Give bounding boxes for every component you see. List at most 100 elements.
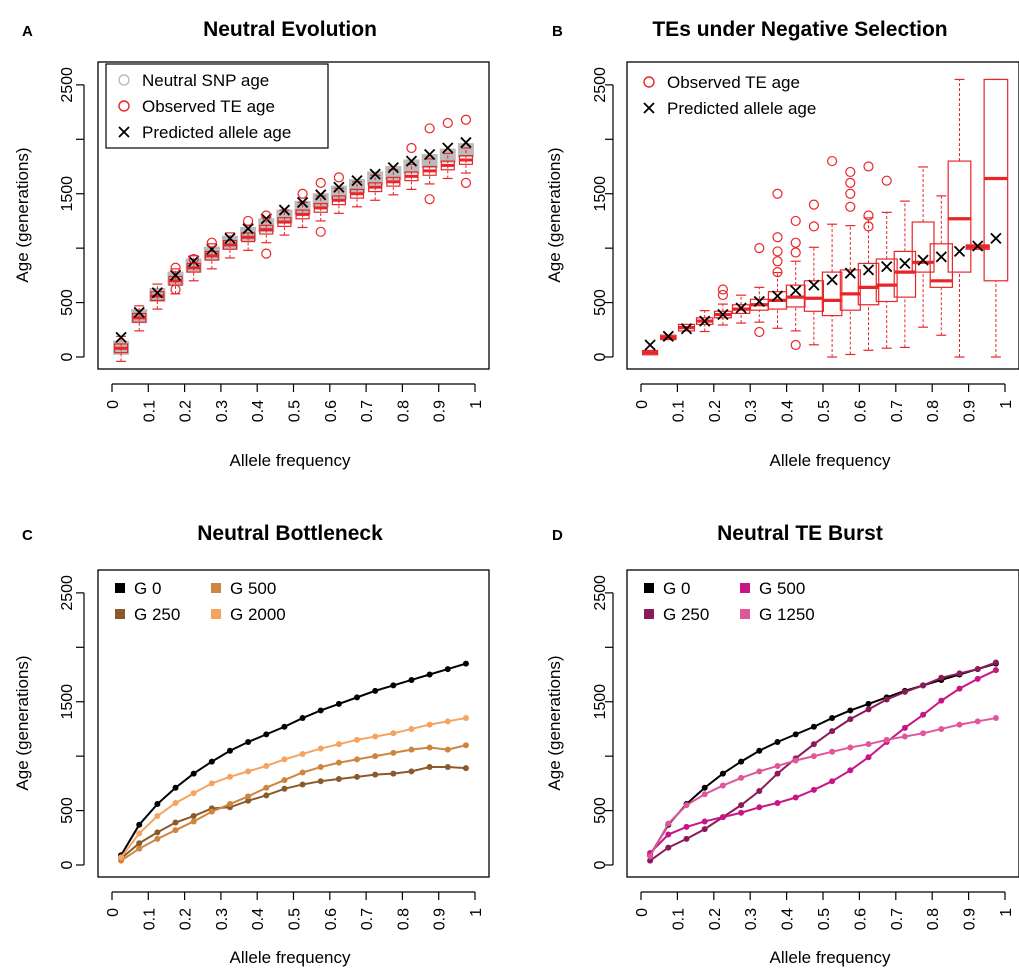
x-axis-label: Allele frequency <box>230 451 351 470</box>
series-point <box>665 844 672 851</box>
te-age-box <box>911 221 935 273</box>
te-outlier <box>754 326 765 338</box>
legend-label: Predicted allele age <box>142 123 291 142</box>
te-age-box <box>983 78 1009 282</box>
series-line <box>649 662 997 856</box>
te-age-box <box>929 243 954 288</box>
series-point <box>245 739 252 746</box>
predicted-age-point <box>935 251 947 263</box>
series-point <box>792 794 799 801</box>
legend-label: G 250 <box>663 605 709 624</box>
series-point <box>281 785 288 792</box>
x-tick-label: 0.9 <box>432 908 449 930</box>
series-point <box>245 793 252 800</box>
series-point <box>136 821 143 828</box>
te-outlier <box>863 210 874 221</box>
x-tick-label: 0.9 <box>962 908 979 930</box>
x-tick-label: 0.5 <box>816 908 833 930</box>
series-point <box>829 728 836 735</box>
series-point <box>829 748 836 755</box>
series-point <box>901 733 908 740</box>
legend-swatch <box>115 609 125 619</box>
series-point <box>154 829 161 836</box>
te-outlier <box>754 243 765 254</box>
te-outlier <box>460 177 472 188</box>
series-point <box>372 771 379 778</box>
panel-label: B <box>552 23 563 40</box>
predicted-age-point <box>351 175 363 187</box>
series-point <box>719 814 726 821</box>
series-point <box>810 723 817 730</box>
series-point <box>226 747 233 754</box>
predicted-age-point <box>990 232 1002 244</box>
series-point <box>390 770 397 777</box>
te-outlier <box>845 166 856 178</box>
series-point <box>263 762 270 769</box>
y-tick-label: 2500 <box>592 67 609 103</box>
y-tick-label: 500 <box>592 289 609 316</box>
legend-swatch <box>211 609 221 619</box>
predicted-age-point <box>315 189 327 201</box>
series-point <box>829 778 836 785</box>
te-outlier <box>790 237 801 248</box>
legend-label: G 2000 <box>230 605 286 624</box>
panel-label: D <box>552 527 563 544</box>
series-point <box>408 725 415 732</box>
series-point <box>354 694 361 701</box>
series-point <box>938 674 945 681</box>
te-outlier <box>808 221 820 232</box>
series-point <box>299 781 306 788</box>
series-point <box>408 676 415 683</box>
predicted-age-point <box>369 168 381 180</box>
x-tick-label: 0.5 <box>287 908 304 930</box>
legend-label: G 0 <box>134 579 161 598</box>
predicted-age-point <box>387 161 399 174</box>
te-outlier <box>442 117 453 129</box>
series-point <box>701 784 708 791</box>
legend-label: Predicted allele age <box>667 99 816 118</box>
series-point <box>683 835 690 842</box>
series-point <box>426 764 433 771</box>
series-point <box>847 767 854 774</box>
predicted-age-point <box>405 155 418 167</box>
series-point <box>992 715 999 722</box>
series-point <box>226 801 233 808</box>
series-point <box>335 776 342 783</box>
series-point <box>372 687 379 694</box>
series-line <box>120 717 467 858</box>
series-point <box>317 764 324 771</box>
series-point <box>701 818 708 825</box>
series-line <box>649 669 997 854</box>
te-outlier <box>772 256 783 267</box>
x-tick-label: 0.8 <box>925 400 942 422</box>
series-point <box>647 857 654 864</box>
x-tick-label: 0.8 <box>395 400 412 422</box>
series-point <box>154 801 161 808</box>
x-tick-label: 0.2 <box>707 908 724 930</box>
panel-label: C <box>22 527 33 544</box>
x-tick-label: 0.8 <box>395 908 412 930</box>
series-point <box>665 831 672 838</box>
legend-label: Observed TE age <box>667 73 800 92</box>
x-tick-label: 0.6 <box>852 908 869 930</box>
te-age-box <box>875 258 898 303</box>
series-point <box>920 711 927 718</box>
legend-label: G 250 <box>134 605 180 624</box>
y-axis-label: Age (generations) <box>13 655 32 790</box>
series-point <box>335 759 342 766</box>
series-point <box>281 777 288 784</box>
series-point <box>756 804 763 811</box>
series-point <box>335 741 342 748</box>
te-outlier <box>243 215 254 227</box>
te-age-box <box>893 250 917 298</box>
x-tick-label: 0.1 <box>141 400 158 422</box>
te-outlier <box>333 172 344 183</box>
series-point <box>263 792 270 799</box>
te-age-box <box>839 269 861 311</box>
legend-te-marker <box>118 100 130 112</box>
series-point <box>172 784 179 791</box>
legend-swatch <box>115 583 125 593</box>
predicted-age-point <box>699 315 711 327</box>
te-outlier <box>790 247 801 258</box>
